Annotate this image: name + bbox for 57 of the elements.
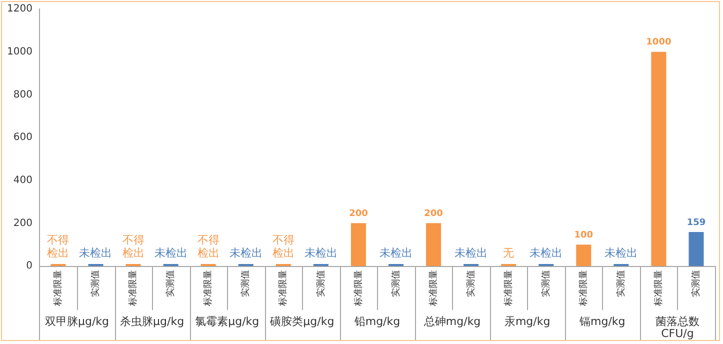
- text: 标准限量: [128, 270, 139, 306]
- y-tick-label: 1000: [6, 46, 32, 58]
- text: 实测值: [466, 270, 476, 297]
- text: 标准限量: [354, 270, 364, 306]
- text: 标准限量: [278, 270, 289, 306]
- text: 实测值: [692, 270, 702, 297]
- data-label: 未检出: [79, 246, 112, 260]
- data-label: 159: [686, 218, 706, 228]
- y-tick-label: 600: [13, 132, 32, 144]
- x-tick-label: 菌落总数 CFU/g: [655, 314, 700, 340]
- text: 实测值: [541, 270, 552, 297]
- x-tick-label: 铅mg/kg: [353, 314, 400, 328]
- y-tick-label: 1200: [6, 4, 32, 15]
- y-tick-label: 400: [13, 174, 32, 186]
- bar: [651, 52, 666, 266]
- x-tick-label: 镉mg/kg: [578, 314, 626, 328]
- x-tick-label: 氯霉素μg/kg: [195, 314, 260, 328]
- text: 实测值: [391, 270, 402, 297]
- data-label: 100: [574, 230, 594, 240]
- text: 实测值: [166, 270, 176, 297]
- data-label: 不得检出: [47, 233, 70, 260]
- bar: [688, 232, 704, 266]
- bar: [426, 223, 442, 266]
- data-label: 未检出: [604, 246, 638, 260]
- x-tick-label: 双甲脒μg/kg: [44, 314, 110, 328]
- data-label: 未检出: [154, 246, 188, 260]
- x-tick-label: 磺胺类μg/kg: [269, 314, 334, 328]
- bar: [350, 223, 366, 266]
- text: 标准限量: [204, 270, 214, 306]
- text: 实测值: [241, 270, 252, 297]
- data-label: 200: [424, 209, 443, 220]
- text: 标准限量: [654, 270, 664, 306]
- text: 标准限量: [578, 270, 589, 306]
- text: 标准限量: [428, 270, 439, 306]
- x-tick-label: 总砷mg/kg: [422, 314, 481, 328]
- data-label: 未检出: [229, 246, 262, 260]
- data-label: 无: [503, 246, 514, 260]
- text: 标准限量: [52, 270, 64, 307]
- data-label: 未检出: [454, 246, 488, 260]
- data-label: 不得检出: [272, 233, 294, 260]
- data-label: 1000: [646, 38, 672, 48]
- text: 实测值: [90, 270, 102, 297]
- y-tick-label: 200: [13, 218, 32, 229]
- data-label: 不得检出: [122, 233, 144, 260]
- data-label: 未检出: [379, 246, 412, 260]
- data-label: 不得检出: [197, 233, 220, 260]
- text: 实测值: [616, 270, 627, 297]
- text: 标准限量: [504, 270, 514, 306]
- data-label: 未检出: [530, 246, 563, 260]
- data-label: 未检出: [304, 246, 338, 260]
- y-tick-label: 800: [13, 89, 32, 100]
- data-label: 200: [349, 209, 368, 220]
- y-tick-label: 0: [26, 260, 32, 272]
- x-tick-label: 汞mg/kg: [504, 314, 550, 328]
- bar: [576, 244, 592, 266]
- x-tick-label: 杀虫脒μg/kg: [120, 314, 184, 328]
- text: 实测值: [316, 270, 326, 297]
